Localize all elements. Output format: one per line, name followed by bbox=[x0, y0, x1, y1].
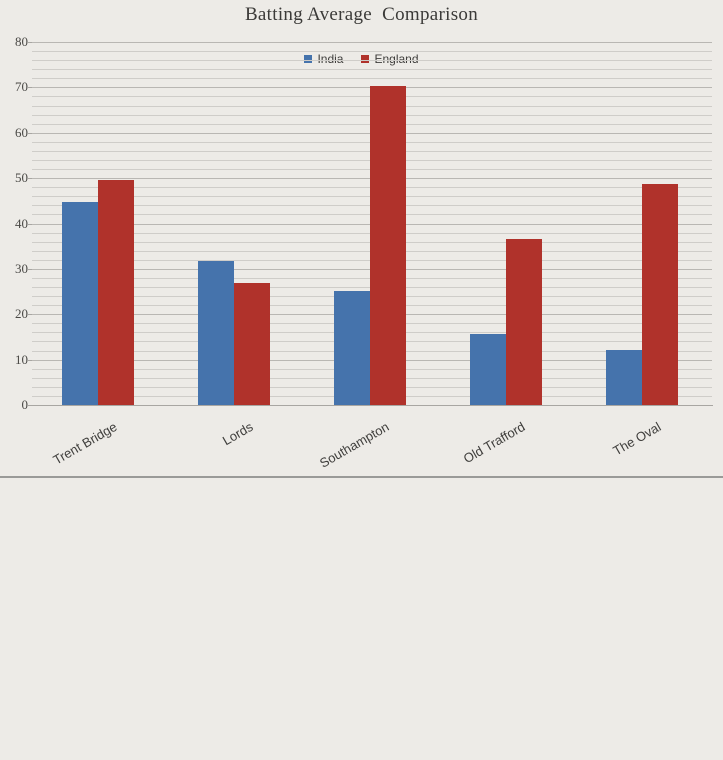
y-axis-tick-mark bbox=[28, 223, 32, 225]
y-axis-tick-label: 0 bbox=[21, 397, 29, 412]
bar-england-the-oval[interactable] bbox=[642, 183, 678, 405]
bar-chart: Batting Average Comparison India England… bbox=[0, 4, 723, 478]
bar-india-southampton[interactable] bbox=[334, 290, 370, 405]
y-axis-tick-mark bbox=[28, 359, 32, 361]
x-axis-label-old-trafford: Old Trafford bbox=[460, 419, 528, 467]
y-axis-tick-label: 80 bbox=[15, 34, 28, 49]
y-axis-tick-mark bbox=[28, 87, 32, 89]
y-axis-tick-label: 30 bbox=[15, 260, 28, 276]
y-axis-tick-mark bbox=[28, 314, 32, 316]
chart-legend: India England bbox=[0, 52, 723, 66]
bar-england-trent-bridge[interactable] bbox=[98, 179, 134, 405]
y-axis-tick-label: 20 bbox=[15, 306, 28, 322]
legend-label-india: India bbox=[317, 52, 344, 66]
chart-title: Batting Average Comparison bbox=[244, 4, 479, 25]
bar-india-lords[interactable] bbox=[198, 260, 234, 405]
bar-india-old-trafford[interactable] bbox=[470, 334, 506, 405]
legend-entry-england[interactable]: England bbox=[361, 52, 419, 66]
y-axis-tick-mark bbox=[28, 268, 32, 270]
y-axis-tick-label: 60 bbox=[15, 124, 28, 140]
bar-england-old-trafford[interactable] bbox=[506, 238, 542, 405]
y-axis-tick-mark bbox=[28, 178, 32, 180]
y-axis-tick-mark bbox=[28, 405, 32, 406]
gridline-minor bbox=[32, 69, 712, 71]
bar-england-lords[interactable] bbox=[234, 282, 270, 405]
gridline-minor bbox=[32, 78, 712, 80]
plot-area bbox=[32, 42, 712, 406]
legend-swatch-icon-india bbox=[304, 55, 313, 63]
bar-england-southampton[interactable] bbox=[370, 86, 406, 405]
legend-swatch-icon-england bbox=[361, 55, 370, 63]
gridline-minor bbox=[32, 51, 712, 53]
legend-entry-india[interactable]: India bbox=[304, 52, 343, 66]
legend-label-england: England bbox=[374, 52, 419, 66]
y-axis-tick-label: 50 bbox=[15, 170, 28, 186]
gridline-minor bbox=[32, 60, 712, 62]
x-axis-labels: Trent Bridge Lords Southampton Old Trafford… bbox=[0, 405, 723, 478]
x-axis-line bbox=[32, 405, 713, 406]
bar-india-trent-bridge[interactable] bbox=[62, 202, 98, 405]
y-axis-tick-mark bbox=[28, 42, 32, 43]
bar-india-the-oval[interactable] bbox=[606, 349, 642, 405]
y-axis-tick-label: 10 bbox=[15, 351, 28, 367]
y-axis-tick-label: 40 bbox=[15, 215, 28, 231]
gridline-major bbox=[32, 42, 712, 43]
y-axis-tick-label: 70 bbox=[15, 79, 28, 95]
y-axis-tick-mark bbox=[28, 132, 32, 134]
x-axis-label-lords: Lords bbox=[219, 419, 256, 449]
